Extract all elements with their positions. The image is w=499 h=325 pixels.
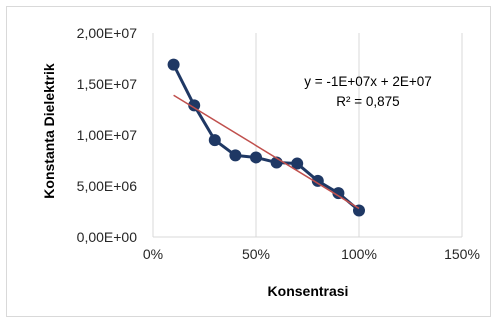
gridlines [152, 33, 463, 238]
trendline [173, 94, 360, 210]
data-point-3 [229, 149, 242, 162]
trendline-equation: y = -1E+07x + 2E+07 [304, 74, 432, 89]
y-tick-label-0: 0,00E+00 [77, 229, 138, 245]
y-tick-labels: 0,00E+00 5,00E+06 1,00E+07 1,50E+07 2,00E+07 [77, 25, 138, 245]
data-point-2 [208, 134, 221, 147]
data-point-1 [188, 99, 201, 112]
data-point-4 [250, 151, 262, 164]
y-tick-label-2: 1,00E+07 [77, 127, 138, 143]
y-tick-label-3: 1,50E+07 [77, 76, 138, 92]
chart-frame [6, 6, 491, 317]
y-axis-title: Konstanta Dielektrik [41, 63, 57, 199]
data-point-6 [291, 157, 304, 170]
data-point-8 [332, 187, 345, 200]
y-tick-label-1: 5,00E+06 [77, 178, 138, 194]
data-point-0 [167, 58, 180, 71]
x-tick-label-2: 100% [341, 246, 377, 262]
r-squared-label: R² = 0,875 [336, 94, 399, 109]
x-axis-title: Konsentrasi [268, 283, 349, 299]
x-tick-label-1: 50% [242, 246, 270, 262]
trendline-group [173, 94, 360, 210]
data-point-7 [311, 174, 324, 187]
x-tick-label-3: 150% [444, 246, 480, 262]
x-tick-label-0: 0% [143, 246, 163, 262]
series-line-0 [172, 63, 360, 212]
data-series [167, 58, 365, 217]
x-tick-labels: 0% 50% 100% 150% [143, 246, 480, 262]
y-tick-label-4: 2,00E+07 [77, 25, 138, 41]
